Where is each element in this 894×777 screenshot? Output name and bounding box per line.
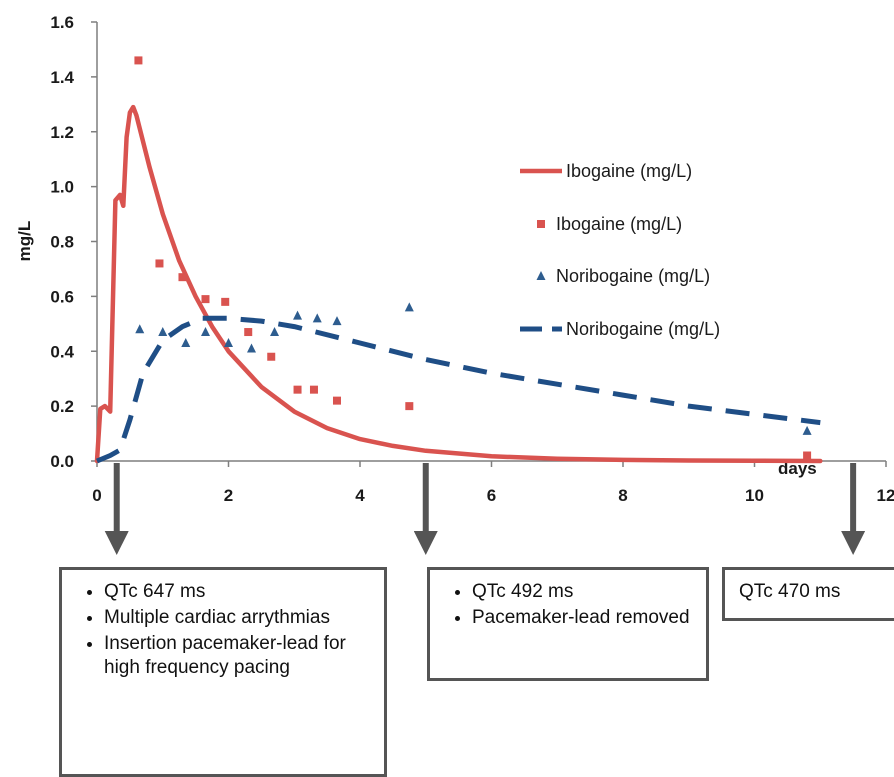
noribogaine-dashed-line [96, 315, 821, 464]
noribogaine-point [135, 324, 145, 334]
annotation-item: QTc 492 ms [472, 580, 706, 604]
ibogaine-point [134, 56, 143, 65]
noribogaine-point [224, 338, 233, 348]
legend-swatch-noribogaine-point [536, 271, 546, 280]
ibogaine-point [155, 259, 164, 268]
noribogaine-point [404, 302, 414, 312]
annotation-item: Insertion pacemaker-lead for high freque… [104, 632, 384, 680]
y-tick-label: 0.0 [50, 452, 74, 471]
legend-label: Noribogaine (mg/L) [566, 319, 720, 339]
x-tick-label: 4 [355, 486, 365, 505]
x-tick-label: 12 [877, 486, 894, 505]
y-tick-label: 0.2 [50, 397, 74, 416]
noribogaine-point [332, 316, 342, 326]
ibogaine-point [405, 402, 414, 411]
y-tick-label: 0.6 [50, 287, 74, 306]
legend-label: Noribogaine (mg/L) [556, 266, 710, 286]
annotation-box-day-0: QTc 647 ms Multiple cardiac arrythmias I… [59, 567, 387, 777]
noribogaine-point [312, 313, 322, 323]
y-tick-label: 0.4 [50, 342, 74, 361]
ibogaine-point [293, 385, 302, 394]
annotation-item: Multiple cardiac arrythmias [104, 606, 384, 630]
ibogaine-point [803, 451, 812, 460]
x-tick-label: 6 [487, 486, 496, 505]
legend-swatch-ibogaine-point [537, 220, 545, 228]
ibogaine-point [309, 385, 318, 394]
x-tick-label: 10 [745, 486, 764, 505]
noribogaine-point [802, 425, 812, 435]
ibogaine-point [201, 295, 210, 304]
y-tick-label: 1.0 [50, 178, 74, 197]
annotation-item: Pacemaker-lead removed [472, 606, 706, 630]
legend-label: Ibogaine (mg/L) [556, 214, 682, 234]
ibogaine-point [332, 396, 341, 405]
y-tick-label: 1.4 [50, 68, 74, 87]
ibogaine-line [94, 104, 823, 464]
x-tick-label: 0 [92, 486, 101, 505]
noribogaine-point [270, 327, 280, 337]
noribogaine-point [293, 310, 303, 320]
y-tick-label: 1.6 [50, 13, 74, 32]
legend-label: Ibogaine (mg/L) [566, 161, 692, 181]
ibogaine-point [221, 297, 230, 306]
noribogaine-point [158, 327, 168, 337]
annotation-item: QTc 647 ms [104, 580, 384, 604]
noribogaine-point [181, 338, 191, 348]
noribogaine-point [200, 327, 210, 337]
ibogaine-point [267, 352, 276, 361]
y-tick-label: 0.8 [50, 233, 74, 252]
x-axis-title: days [778, 459, 817, 478]
legend: Ibogaine (mg/L) Ibogaine (mg/L) Noribogain… [520, 161, 720, 339]
ibogaine-point [244, 328, 253, 337]
annotation-text: QTc 470 ms [739, 581, 841, 602]
x-tick-label: 8 [618, 486, 627, 505]
y-axis-title: mg/L [15, 221, 34, 262]
noribogaine-point [247, 343, 257, 353]
annotation-box-day-11: QTc 470 ms [722, 567, 894, 621]
y-tick-label: 1.2 [50, 123, 74, 142]
x-tick-label: 2 [224, 486, 233, 505]
ibogaine-point [178, 273, 187, 282]
annotation-box-day-5: QTc 492 ms Pacemaker-lead removed [427, 567, 709, 681]
